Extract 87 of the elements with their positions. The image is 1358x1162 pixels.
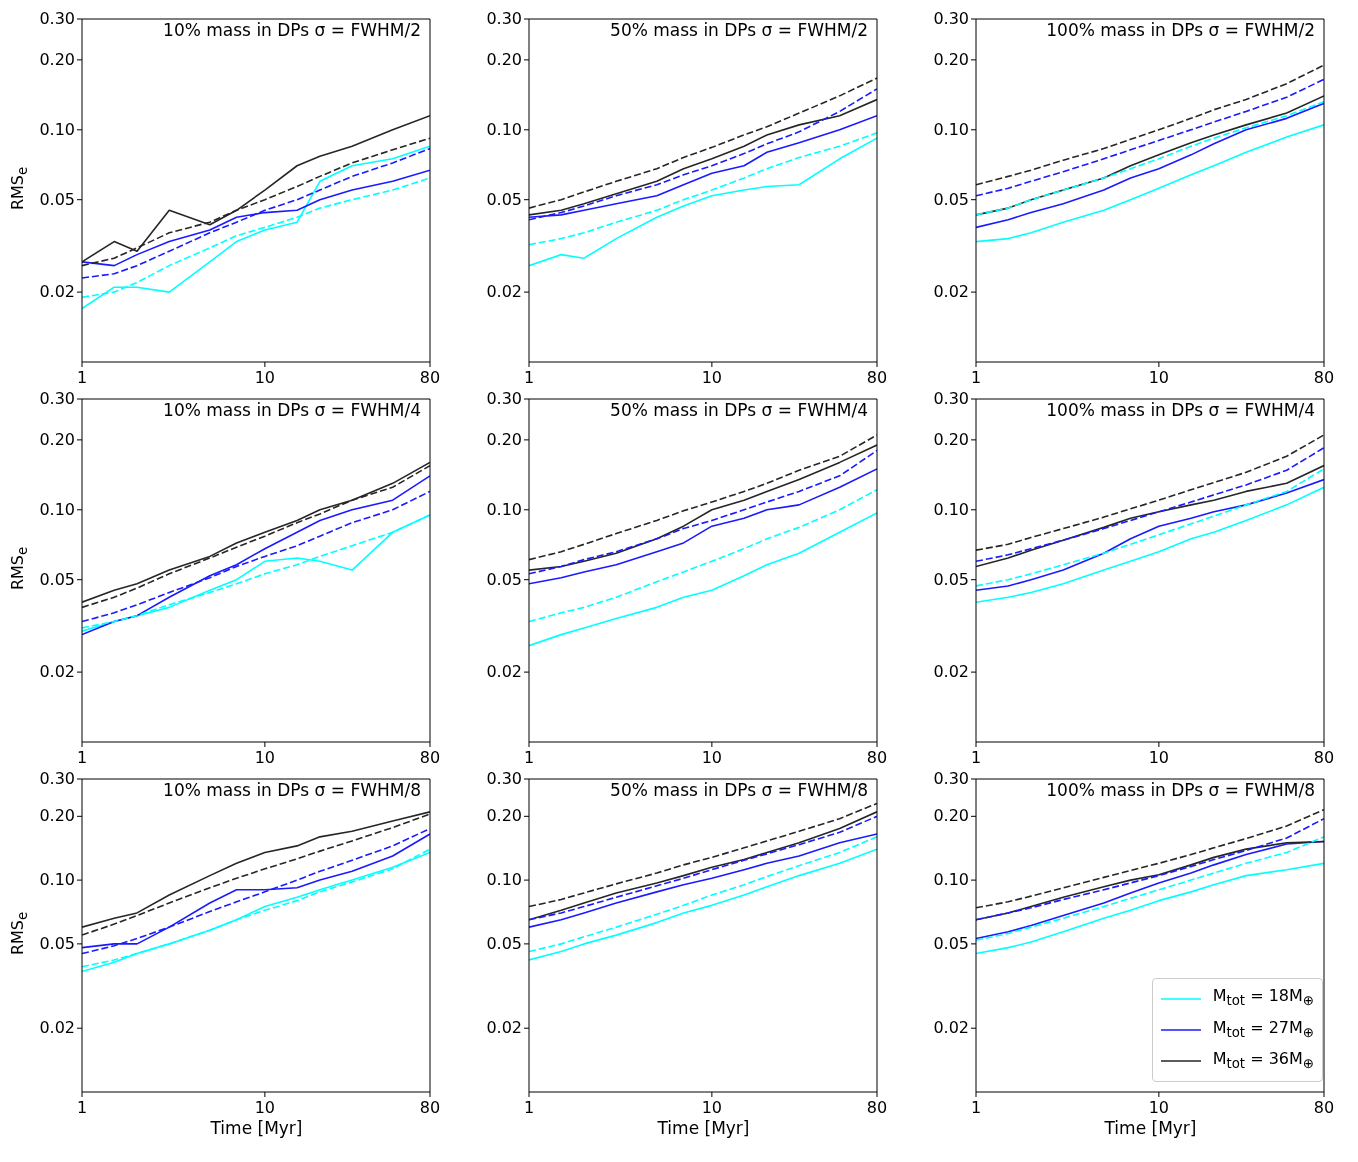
legend-label: M$_{tot}$ = 27M$_{⊕}$ (1212, 1016, 1314, 1042)
y-tick-label: 0.10 (486, 119, 522, 139)
x-tick-label: 1 (970, 368, 982, 387)
legend-label: M$_{tot}$ = 18M$_{⊕}$ (1212, 985, 1314, 1011)
x-tick-label: 80 (419, 748, 441, 767)
y-tick-label: 0.02 (39, 662, 75, 682)
x-tick-label: 80 (866, 1098, 888, 1117)
y-tick-label: 0.10 (39, 499, 75, 519)
x-tick-label: 10 (701, 1098, 723, 1117)
y-tick-label: 0.05 (933, 189, 969, 209)
x-tick-label: 1 (523, 748, 535, 767)
y-tick-label: 0.30 (486, 9, 522, 28)
x-axis-title: Time [Myr] (1103, 1118, 1198, 1140)
y-tick-label: 0.02 (486, 282, 522, 302)
y-tick-label: 0.10 (39, 119, 75, 139)
chart-title: 100% mass in DPs σ = FWHM/2 (1046, 20, 1315, 40)
y-tick-label: 0.10 (486, 499, 522, 519)
y-tick-label: 0.02 (486, 662, 522, 682)
x-tick-label: 1 (970, 1098, 982, 1117)
y-tick-label: 0.20 (39, 49, 75, 69)
x-tick-label: 1 (76, 748, 88, 767)
y-tick-label: 0.20 (39, 429, 75, 449)
y-tick-label: 0.30 (933, 769, 969, 788)
y-tick-label: 0.02 (39, 282, 75, 302)
x-tick-label: 10 (254, 1098, 276, 1117)
chart-title: 50% mass in DPs σ = FWHM/4 (610, 400, 868, 420)
y-tick-label: 0.30 (39, 9, 75, 28)
y-tick-label: 0.05 (39, 189, 75, 209)
y-tick-label: 0.05 (486, 189, 522, 209)
y-tick-label: 0.10 (933, 119, 969, 139)
y-tick-label: 0.05 (39, 933, 75, 953)
y-tick-label: 0.30 (39, 769, 75, 788)
y-tick-label: 0.10 (933, 870, 969, 890)
x-tick-label: 10 (1148, 748, 1170, 767)
x-tick-label: 1 (76, 1098, 88, 1117)
y-tick-label: 0.20 (486, 429, 522, 449)
y-tick-label: 0.20 (933, 806, 969, 826)
x-tick-label: 1 (523, 1098, 535, 1117)
x-tick-label: 80 (419, 368, 441, 387)
y-tick-label: 0.02 (933, 282, 969, 302)
x-axis-title: Time [Myr] (656, 1118, 751, 1140)
y-tick-label: 0.10 (933, 499, 969, 519)
x-tick-label: 1 (523, 368, 535, 387)
y-tick-label: 0.20 (39, 806, 75, 826)
x-tick-label: 80 (1313, 1098, 1335, 1117)
y-tick-label: 0.02 (486, 1018, 522, 1038)
x-tick-label: 80 (1313, 748, 1335, 767)
y-tick-label: 0.02 (933, 1018, 969, 1038)
y-tick-label: 0.30 (486, 769, 522, 788)
x-tick-label: 80 (419, 1098, 441, 1117)
x-tick-label: 1 (970, 748, 982, 767)
x-tick-label: 1 (76, 368, 88, 387)
x-tick-label: 10 (701, 368, 723, 387)
y-tick-label: 0.05 (933, 933, 969, 953)
y-tick-label: 0.02 (933, 662, 969, 682)
chart-title: 100% mass in DPs σ = FWHM/4 (1046, 400, 1315, 420)
x-tick-label: 80 (866, 748, 888, 767)
y-tick-label: 0.30 (39, 389, 75, 408)
x-tick-label: 10 (254, 368, 276, 387)
y-tick-label: 0.20 (933, 49, 969, 69)
y-tick-label: 0.30 (486, 389, 522, 408)
chart-title: 50% mass in DPs σ = FWHM/2 (610, 20, 868, 40)
y-tick-label: 0.30 (933, 389, 969, 408)
y-tick-label: 0.05 (486, 569, 522, 589)
y-tick-label: 0.30 (933, 9, 969, 28)
legend-label: M$_{tot}$ = 36M$_{⊕}$ (1212, 1047, 1314, 1073)
y-tick-label: 0.02 (39, 1018, 75, 1038)
x-tick-label: 10 (1148, 368, 1170, 387)
x-tick-label: 10 (254, 748, 276, 767)
x-tick-label: 10 (701, 748, 723, 767)
x-tick-label: 80 (1313, 368, 1335, 387)
x-tick-label: 80 (866, 368, 888, 387)
chart-title: 10% mass in DPs σ = FWHM/4 (163, 400, 421, 420)
x-tick-label: 10 (1148, 1098, 1170, 1117)
y-tick-label: 0.05 (486, 933, 522, 953)
y-tick-label: 0.20 (486, 49, 522, 69)
chart-title: 10% mass in DPs σ = FWHM/2 (163, 20, 421, 40)
chart-title: 10% mass in DPs σ = FWHM/8 (163, 780, 421, 800)
chart-title: 100% mass in DPs σ = FWHM/8 (1046, 780, 1315, 800)
y-tick-label: 0.10 (39, 870, 75, 890)
y-tick-label: 0.10 (486, 870, 522, 890)
y-tick-label: 0.20 (486, 806, 522, 826)
x-axis-title: Time [Myr] (209, 1118, 304, 1140)
y-tick-label: 0.05 (39, 569, 75, 589)
y-tick-label: 0.05 (933, 569, 969, 589)
y-tick-label: 0.20 (933, 429, 969, 449)
chart-title: 50% mass in DPs σ = FWHM/8 (610, 780, 868, 800)
